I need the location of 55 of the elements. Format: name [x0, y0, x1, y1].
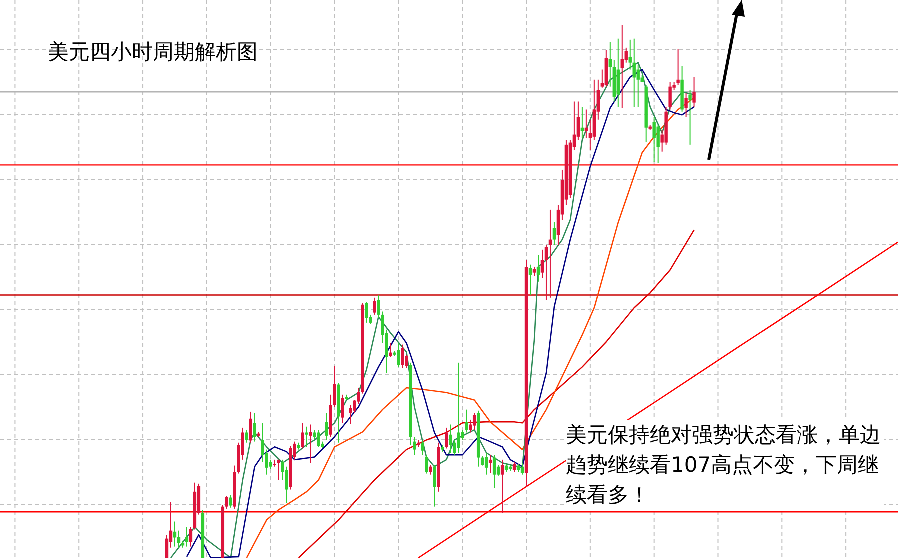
- candlestick: [165, 534, 169, 558]
- candlestick: [317, 430, 320, 448]
- candlestick: [365, 302, 368, 324]
- annotation: 美元保持绝对强势状态看涨，单边趋势继续看107高点不变，下周继续看多！: [566, 420, 884, 510]
- candlestick: [373, 297, 376, 316]
- candlestick: [540, 249, 544, 279]
- candlestick: [189, 526, 193, 548]
- candlestick: [421, 440, 424, 456]
- candlestick: [668, 82, 672, 110]
- candlestick: [628, 39, 632, 70]
- candlestick: [652, 116, 656, 162]
- candlestick: [552, 222, 556, 246]
- candlestick: [620, 24, 624, 109]
- candlestick: [325, 412, 328, 441]
- candlestick: [684, 92, 688, 118]
- candlestick: [177, 530, 181, 548]
- candlestick: [341, 394, 344, 424]
- candlestick: [225, 496, 229, 510]
- candlestick: [544, 244, 548, 301]
- candlestick: [688, 90, 692, 146]
- candlestick: [528, 264, 532, 296]
- candlestick: [185, 526, 189, 548]
- candlestick: [445, 427, 448, 450]
- candlestick: [692, 76, 696, 108]
- candlestick: [397, 342, 400, 368]
- candlestick: [249, 411, 252, 444]
- candlestick: [536, 254, 540, 282]
- candlestick: [229, 494, 233, 508]
- candlestick: [464, 409, 468, 434]
- candlestick: [245, 430, 248, 444]
- candlestick: [301, 422, 304, 450]
- candlestick: [636, 64, 640, 108]
- candlestick: [632, 38, 636, 108]
- candlestick: [305, 426, 308, 448]
- candlestick: [532, 266, 536, 277]
- candlestick: [449, 424, 452, 454]
- candlestick: [500, 459, 504, 514]
- candlestick: [309, 424, 312, 464]
- candlestick: [608, 42, 612, 88]
- candlestick: [253, 412, 256, 442]
- candlestick: [457, 362, 460, 454]
- candlestick: [389, 342, 392, 358]
- candlestick: [472, 412, 476, 431]
- candlestick: [492, 454, 496, 489]
- candlestick: [676, 48, 680, 86]
- candlestick: [401, 344, 404, 369]
- text: 美元四小时周期解析图: [48, 39, 258, 66]
- candlestick: [413, 436, 416, 456]
- candlestick: [512, 462, 516, 473]
- candlestick: [520, 462, 524, 476]
- candlestick: [433, 464, 436, 508]
- candlestick: [425, 454, 428, 474]
- candlestick: [484, 452, 488, 476]
- candlestick: [480, 456, 484, 466]
- candlestick: [277, 459, 280, 481]
